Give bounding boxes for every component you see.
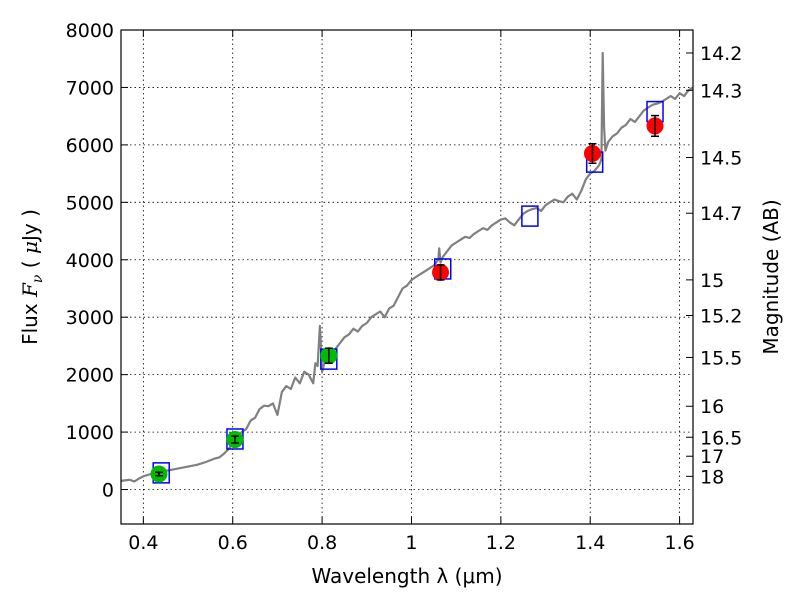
- x-tick-label: 1.2: [486, 532, 516, 554]
- x-tick-label: 1.6: [664, 532, 694, 554]
- y-axis-label-mu: μ: [18, 241, 42, 254]
- y-tick-label: 8000: [66, 20, 114, 42]
- magnitude-tick-label: 14.3: [700, 80, 742, 102]
- y-tick-label: 1000: [66, 422, 114, 444]
- y-axis-label-part-2: (: [18, 254, 42, 275]
- y-tick-label: 7000: [66, 77, 114, 99]
- y-axis-ticks: 0 1000 2000 3000 4000 5000 6000 7000 8000: [66, 20, 128, 502]
- magnitude-tick-label: 15: [700, 270, 724, 292]
- y-tick-label: 4000: [66, 250, 114, 272]
- y-axis-label-part-3: Jy ): [18, 209, 42, 243]
- x-tick-label: 1.4: [575, 532, 605, 554]
- x-tick-label: 0.4: [128, 532, 158, 554]
- spectrum-line: [120, 51, 694, 483]
- magnitude-axis-label: Magnitude (AB): [759, 199, 783, 354]
- x-tick-label: 0.8: [307, 532, 337, 554]
- magnitude-tick-label: 16.5: [700, 427, 742, 449]
- plot-frame: [120, 29, 694, 525]
- x-tick-label: 1: [405, 532, 417, 554]
- y-axis-label-symbol: F: [18, 282, 42, 298]
- magnitude-tick-label: 14.7: [700, 203, 742, 225]
- magnitude-tick-label: 14.2: [700, 43, 742, 65]
- y-axis-label: Flux Fν ( μJy ): [18, 209, 46, 345]
- magnitude-tick-label: 15.2: [700, 305, 742, 327]
- x-axis-ticks: 0.4 0.6 0.8 1 1.2 1.4 1.6: [128, 30, 695, 554]
- y-tick-label: 0: [102, 480, 114, 502]
- magnitude-tick-label: 15.5: [700, 347, 742, 369]
- x-axis-label: Wavelength λ (μm): [311, 564, 502, 588]
- y-axis-label-part-1: Flux: [18, 297, 42, 345]
- magnitude-tick-label: 16: [700, 396, 724, 418]
- magnitude-tick-label: 18: [700, 466, 724, 488]
- y-tick-label: 5000: [66, 192, 114, 214]
- magnitude-tick-label: 17: [700, 446, 724, 468]
- y-tick-label: 6000: [66, 135, 114, 157]
- y-tick-label: 3000: [66, 307, 114, 329]
- photometry-points-group: [150, 114, 664, 483]
- spectrum-line-group: [120, 51, 694, 483]
- x-tick-label: 0.6: [218, 532, 248, 554]
- y-tick-label: 2000: [66, 365, 114, 387]
- magnitude-tick-label: 14.5: [700, 148, 742, 170]
- model-box: [521, 205, 539, 227]
- y-axis-label-subscript: ν: [30, 274, 46, 283]
